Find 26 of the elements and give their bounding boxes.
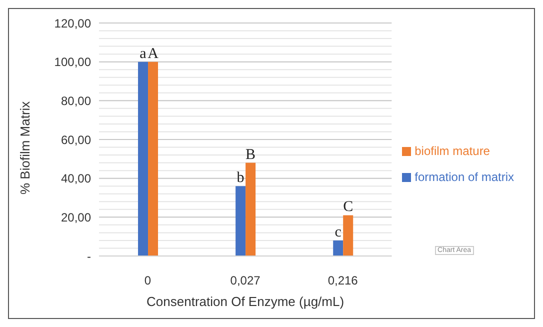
- y-axis-title: % Biofilm Matrix: [18, 100, 33, 194]
- bar: [138, 62, 148, 256]
- annotation: a: [140, 46, 147, 62]
- x-tick-label: 0,216: [328, 274, 358, 288]
- bar: [343, 215, 354, 256]
- annotation: B: [246, 146, 256, 163]
- x-tick-label: 0,027: [230, 274, 261, 288]
- x-axis-title: Consentration Of Enzyme (µg/mL): [146, 294, 344, 309]
- y-tick-label: 100,00: [54, 55, 92, 70]
- bar: [246, 162, 256, 256]
- y-tick-label: 120,00: [54, 16, 92, 30]
- y-tick-label: 60,00: [60, 132, 92, 147]
- annotation: b: [236, 170, 244, 186]
- y-tick-label: 20,00: [60, 210, 92, 224]
- bar: [148, 62, 158, 256]
- y-tick-label: -: [87, 249, 91, 264]
- x-tick-label: 0: [144, 274, 152, 288]
- y-tick-label: 80,00: [60, 94, 92, 108]
- bar: [333, 240, 344, 256]
- annotation: A: [148, 46, 159, 62]
- legend-label: formation of matrix: [414, 170, 514, 184]
- annotation: C: [343, 199, 354, 216]
- bar: [236, 186, 246, 256]
- y-tick-label: 40,00: [60, 172, 92, 186]
- annotation: c: [334, 224, 342, 240]
- legend-label: biofilm mature: [414, 144, 490, 158]
